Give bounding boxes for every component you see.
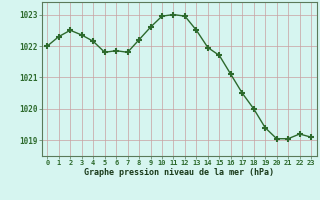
X-axis label: Graphe pression niveau de la mer (hPa): Graphe pression niveau de la mer (hPa) (84, 168, 274, 177)
